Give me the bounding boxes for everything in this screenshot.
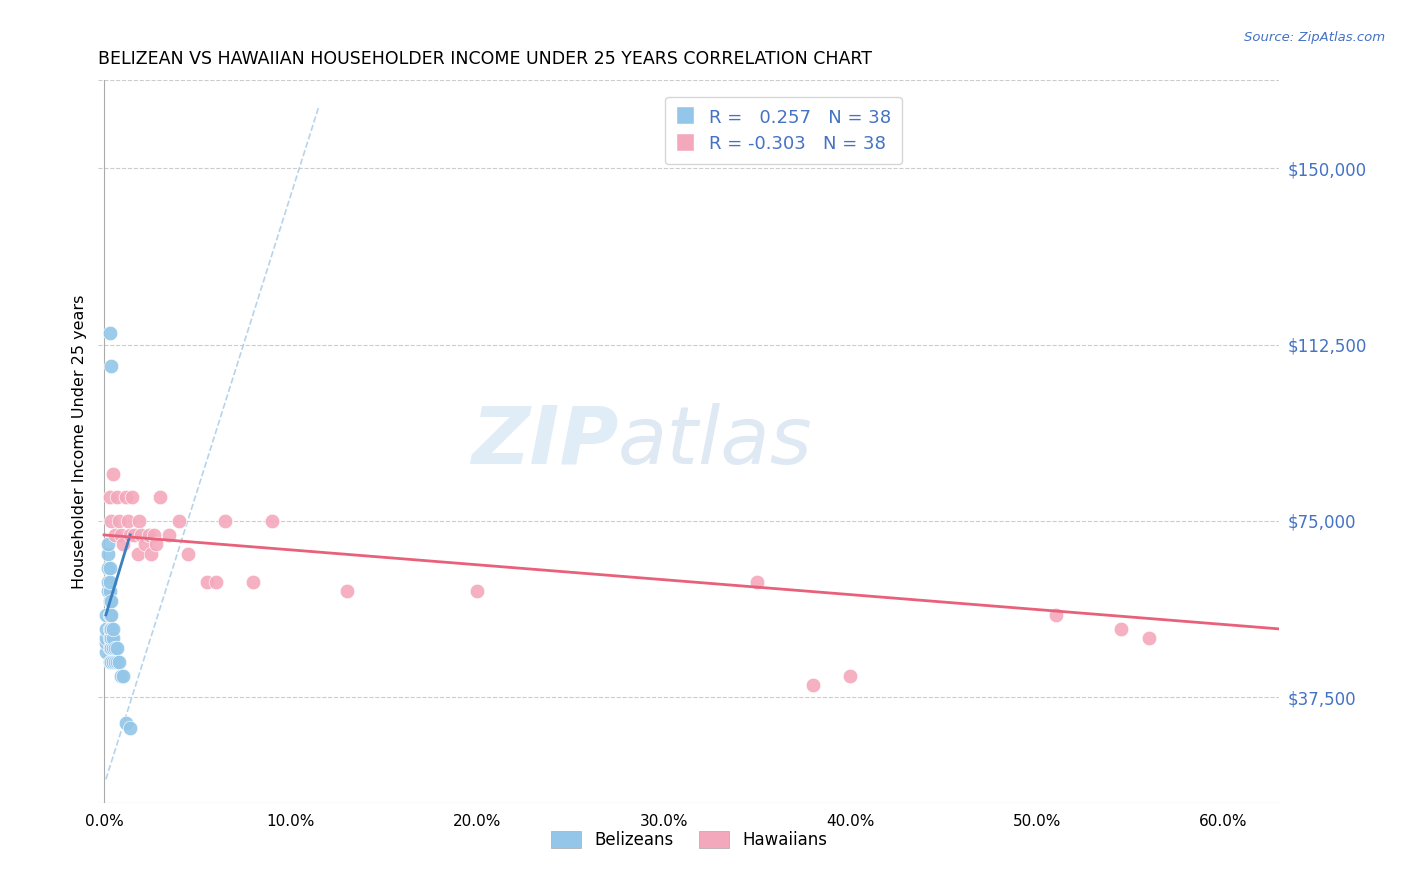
Point: [117, 514, 139, 528]
Text: atlas: atlas: [619, 402, 813, 481]
Point: [157, 528, 180, 542]
Point: [100, 514, 122, 528]
Point: [139, 547, 162, 561]
Point: [138, 528, 160, 542]
Point: [111, 669, 134, 683]
Point: [145, 537, 167, 551]
Point: [110, 669, 132, 683]
Point: [115, 491, 138, 505]
Point: [801, 678, 824, 692]
Point: [100, 359, 122, 373]
Point: [103, 655, 125, 669]
Point: [98, 574, 121, 589]
Point: [120, 528, 142, 542]
Point: [98, 326, 121, 340]
Point: [105, 491, 128, 505]
Point: [104, 655, 127, 669]
Point: [94, 645, 117, 659]
Point: [127, 547, 149, 561]
Point: [100, 655, 122, 669]
Point: [98, 640, 121, 655]
Point: [104, 528, 127, 542]
Text: ZIP: ZIP: [471, 402, 619, 481]
Point: [94, 632, 117, 646]
Point: [98, 584, 121, 599]
Point: [1137, 632, 1160, 646]
Point: [195, 574, 218, 589]
Point: [105, 655, 128, 669]
Point: [97, 584, 120, 599]
Point: [103, 632, 125, 646]
Point: [110, 528, 132, 542]
Point: [465, 584, 488, 599]
Point: [105, 640, 128, 655]
Point: [103, 640, 125, 655]
Text: BELIZEAN VS HAWAIIAN HOUSEHOLDER INCOME UNDER 25 YEARS CORRELATION CHART: BELIZEAN VS HAWAIIAN HOUSEHOLDER INCOME …: [98, 50, 872, 68]
Point: [1109, 622, 1132, 636]
Point: [121, 491, 143, 505]
Point: [98, 632, 121, 646]
Point: [98, 607, 121, 622]
Point: [103, 467, 125, 481]
Point: [100, 607, 122, 622]
Point: [94, 636, 117, 650]
Point: [745, 574, 768, 589]
Point: [98, 655, 121, 669]
Point: [260, 514, 283, 528]
Point: [111, 537, 134, 551]
Point: [839, 669, 862, 683]
Text: Source: ZipAtlas.com: Source: ZipAtlas.com: [1244, 31, 1385, 45]
Point: [205, 574, 228, 589]
Point: [128, 514, 150, 528]
Point: [97, 574, 120, 589]
Point: [149, 491, 172, 505]
Legend: Belizeans, Hawaiians: Belizeans, Hawaiians: [544, 824, 834, 856]
Y-axis label: Householder Income Under 25 years: Householder Income Under 25 years: [72, 294, 87, 589]
Point: [108, 655, 131, 669]
Point: [122, 528, 145, 542]
Point: [131, 528, 153, 542]
Point: [120, 721, 142, 735]
Point: [100, 622, 122, 636]
Point: [242, 574, 264, 589]
Point: [98, 561, 121, 575]
Point: [177, 547, 200, 561]
Point: [103, 622, 125, 636]
Point: [97, 547, 120, 561]
Point: [94, 622, 117, 636]
Point: [100, 640, 122, 655]
Point: [108, 514, 131, 528]
Point: [167, 514, 190, 528]
Point: [134, 537, 156, 551]
Point: [104, 640, 127, 655]
Point: [98, 593, 121, 607]
Point: [97, 561, 120, 575]
Point: [94, 607, 117, 622]
Point: [97, 537, 120, 551]
Point: [1045, 607, 1067, 622]
Point: [98, 622, 121, 636]
Point: [143, 528, 166, 542]
Point: [100, 593, 122, 607]
Point: [335, 584, 357, 599]
Point: [214, 514, 236, 528]
Point: [115, 715, 138, 730]
Point: [98, 491, 121, 505]
Point: [100, 632, 122, 646]
